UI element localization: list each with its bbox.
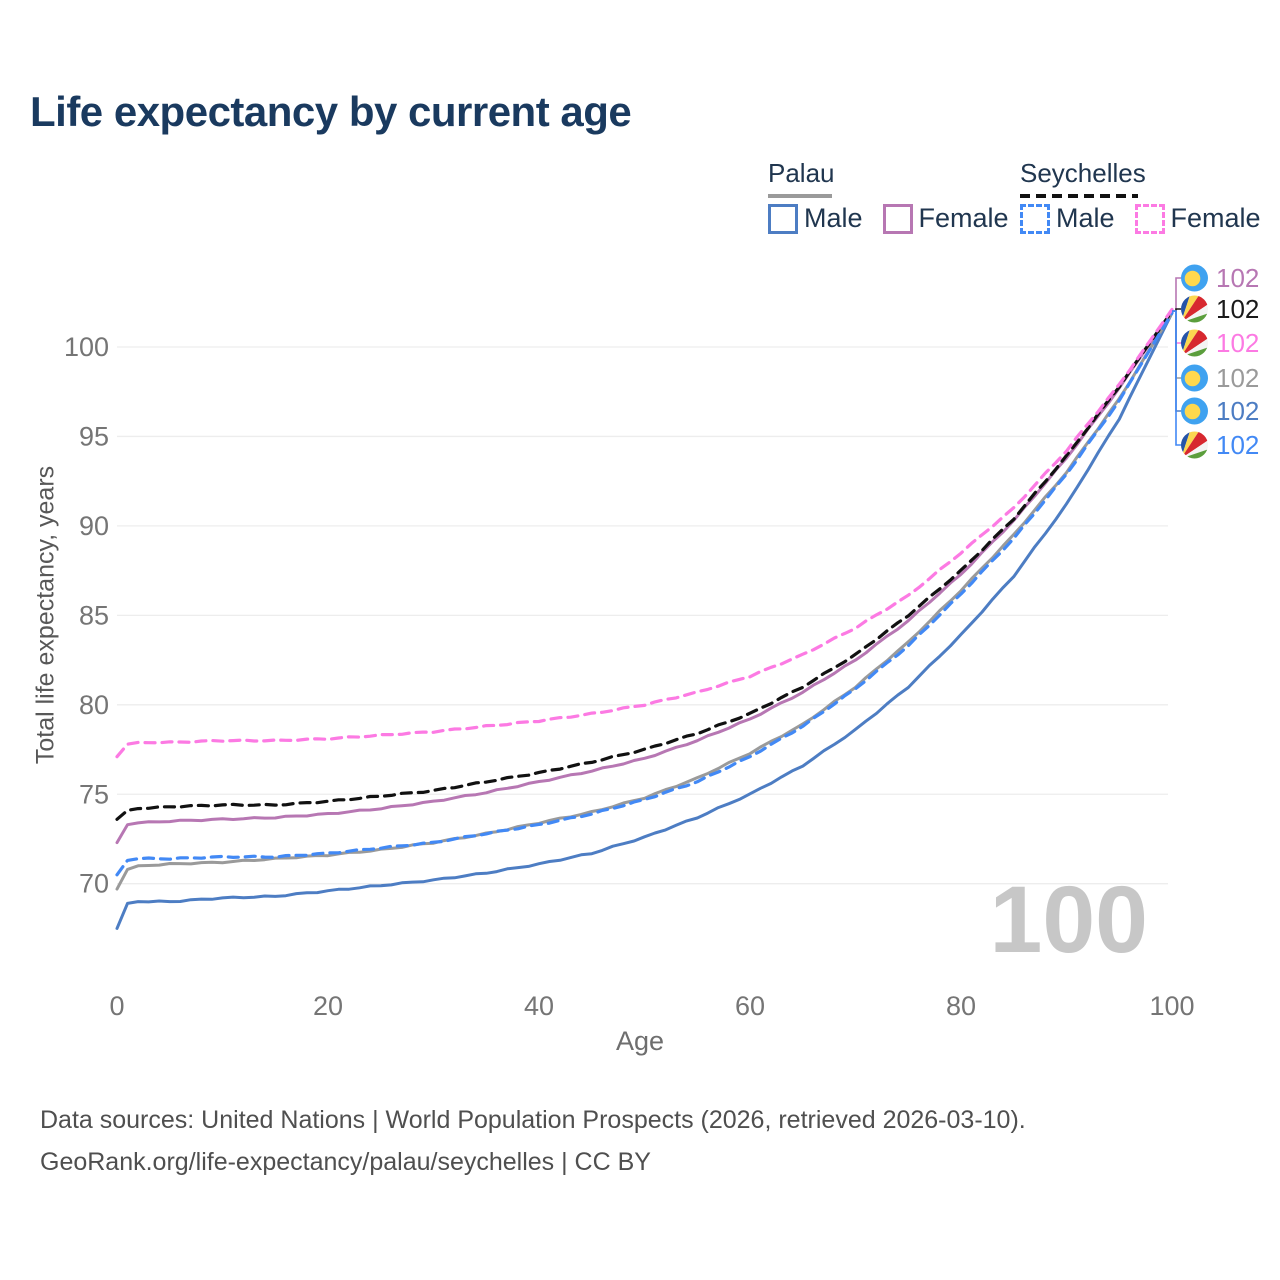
y-tick-85: 85: [79, 600, 109, 630]
legend-swatch-palau-female[interactable]: [882, 203, 913, 234]
x-axis-title: Age: [615, 1026, 665, 1056]
endpoint-value-label: 102: [1216, 328, 1259, 358]
endpoint-value-label: 102: [1216, 430, 1259, 460]
endpoint-value-label: 102: [1216, 396, 1259, 426]
y-tick-100: 100: [64, 332, 109, 362]
legend-group-palau[interactable]: Palau: [768, 158, 835, 198]
y-tick-70: 70: [79, 869, 109, 899]
palau-flag-icon: [1181, 364, 1208, 392]
series-line-seychelles-total[interactable]: [115, 309, 1174, 821]
series-line-palau-male[interactable]: [115, 311, 1174, 930]
legend-seychelles-dashed-line-sample: [1020, 194, 1138, 198]
legend-items-palau: Male Female: [768, 203, 1029, 234]
legend-label-seychelles-male[interactable]: Male: [1056, 203, 1115, 233]
x-tick-60: 60: [735, 991, 765, 1021]
x-tick-40: 40: [524, 991, 554, 1021]
palau-flag-icon: [1181, 397, 1208, 425]
legend-label-palau-male[interactable]: Male: [804, 203, 863, 233]
legend-label-palau-female[interactable]: Female: [918, 203, 1009, 233]
series-line-palau-female[interactable]: [115, 309, 1174, 845]
footer-data-sources: Data sources: United Nations | World Pop…: [40, 1106, 1026, 1134]
legend-swatch-seychelles-female[interactable]: [1134, 203, 1165, 234]
x-tick-80: 80: [946, 991, 976, 1021]
y-tick-95: 95: [79, 421, 109, 451]
seychelles-flag-icon: [1181, 431, 1208, 459]
x-tick-20: 20: [313, 991, 343, 1021]
x-tick-0: 0: [109, 991, 124, 1021]
seychelles-flag-icon: [1181, 295, 1208, 323]
legend-swatch-palau-male[interactable]: [768, 203, 798, 234]
endpoint-value-label: 102: [1216, 363, 1259, 393]
palau-flag-icon: [1181, 264, 1208, 292]
age-watermark: 100: [989, 867, 1148, 973]
legend-group-seychelles-name: Seychelles: [1020, 158, 1146, 188]
y-tick-80: 80: [79, 690, 109, 720]
endpoint-connector-0: [1172, 277, 1181, 313]
y-tick-90: 90: [79, 511, 109, 541]
legend-group-seychelles[interactable]: Seychelles: [1020, 158, 1146, 198]
footer-attribution-link[interactable]: GeoRank.org/life-expectancy/palau/seyche…: [40, 1148, 651, 1176]
page-title: Life expectancy by current age: [30, 88, 632, 135]
legend-group-palau-name: Palau: [768, 158, 835, 188]
endpoint-value-label: 102: [1216, 294, 1259, 324]
seychelles-flag-icon: [1181, 329, 1208, 357]
legend-label-seychelles-female[interactable]: Female: [1170, 203, 1261, 233]
endpoint-value-label: 102: [1216, 263, 1259, 293]
y-tick-75: 75: [79, 779, 109, 809]
legend-palau-solid-line-sample: [768, 194, 832, 198]
series-line-seychelles-female[interactable]: [115, 307, 1174, 759]
endpoint-connector-5: [1172, 310, 1181, 446]
legend-items-seychelles: Male Female: [1020, 203, 1280, 234]
series-line-seychelles-male[interactable]: [115, 311, 1174, 877]
series-line-palau-total[interactable]: [115, 311, 1174, 891]
x-tick-100: 100: [1149, 991, 1194, 1021]
legend-swatch-seychelles-male[interactable]: [1020, 203, 1050, 234]
